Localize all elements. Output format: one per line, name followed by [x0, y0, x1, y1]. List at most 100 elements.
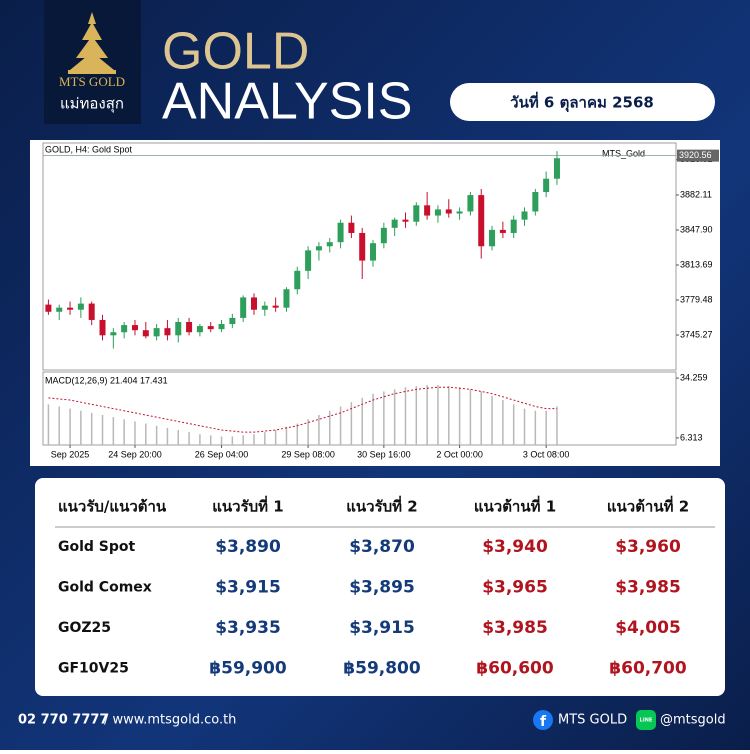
x-tick-label: 26 Sep 04:00: [195, 449, 249, 459]
candle-body: [445, 209, 452, 214]
x-tick-label: Sep 2025: [51, 449, 90, 459]
price-cell: $4,005: [615, 618, 681, 638]
chart-title: GOLD, H4: Gold Spot: [45, 144, 133, 154]
website: / www.mtsgold.co.th: [104, 713, 236, 728]
candle-body: [478, 195, 485, 247]
candle-body: [272, 305, 279, 308]
row-label: GOZ25: [58, 620, 111, 636]
candle-body: [99, 319, 106, 336]
title-gold: GOLD: [162, 23, 309, 81]
macd-y-tick-label: 34.259: [680, 372, 708, 382]
date: วันที่ 6 ตุลาคม 2568: [510, 92, 654, 113]
candle-body: [467, 195, 474, 212]
price-cell: ฿60,700: [609, 659, 687, 679]
candle-body: [283, 289, 290, 308]
price-cell: ฿59,900: [209, 659, 287, 679]
price-cell: $3,915: [215, 578, 281, 598]
candle-body: [456, 211, 463, 214]
title-analysis: ANALYSIS: [162, 73, 412, 131]
candle-body: [45, 304, 52, 312]
candle-body: [532, 192, 539, 212]
row-label: Gold Comex: [58, 580, 152, 596]
candle-body: [543, 178, 550, 193]
price-cell: $3,870: [349, 537, 415, 557]
macd-y-tick-label: 6.313: [680, 432, 703, 442]
candle-body: [121, 325, 128, 333]
facebook-icon: [533, 710, 553, 730]
price-cell: ฿60,600: [476, 659, 554, 679]
column-header: แนวต้านที่ 1: [474, 496, 556, 516]
candle-body: [77, 303, 84, 310]
price-cell: $3,985: [615, 578, 681, 598]
candle-body: [153, 328, 160, 337]
indicator-label: MTS_Gold: [602, 148, 645, 158]
candle-body: [359, 232, 366, 261]
row-label: GF10V25: [58, 661, 129, 677]
phone: 02 770 7777: [18, 713, 108, 728]
candle-body: [370, 243, 377, 261]
column-header: แนวต้านที่ 2: [607, 496, 689, 516]
logo-emblem: [68, 12, 116, 74]
x-tick-label: 3 Oct 08:00: [523, 449, 570, 459]
facebook-name: MTS GOLD: [558, 713, 627, 728]
table-box: [35, 478, 725, 696]
candle-body: [142, 330, 149, 337]
candle-body: [424, 205, 431, 216]
row-label: Gold Spot: [58, 539, 136, 555]
x-tick-label: 29 Sep 08:00: [281, 449, 335, 459]
candle-body: [391, 219, 398, 228]
line-icon-text: LINE: [640, 718, 653, 724]
candle-body: [305, 250, 312, 271]
price-cell: $3,960: [615, 537, 681, 557]
price-cell: $3,895: [349, 578, 415, 598]
column-header: แนวรับ/แนวต้าน: [58, 498, 167, 516]
candle-body: [402, 219, 409, 222]
candle-body: [131, 325, 138, 331]
candle-body: [186, 322, 193, 333]
candle-body: [348, 222, 355, 233]
candle-body: [240, 297, 247, 318]
candle-body: [553, 158, 560, 179]
date-pill: [450, 83, 715, 121]
candle-body: [88, 303, 95, 320]
price-cell: $3,935: [215, 618, 281, 638]
y-tick-label: 3847.90: [680, 224, 713, 234]
candle-body: [337, 222, 344, 243]
facebook-f: f: [540, 714, 547, 730]
candle-body: [196, 326, 203, 333]
price-cell: $3,940: [482, 537, 548, 557]
candle-body: [510, 219, 517, 233]
y-tick-label: 3813.69: [680, 259, 713, 269]
candle-body: [380, 227, 387, 244]
price-cell: ฿59,800: [343, 659, 421, 679]
candle-body: [413, 205, 420, 222]
candle-body: [67, 307, 74, 310]
table: แนวรับ/แนวต้าน แนวรับที่ 1 แนวรับที่ 2 แนวต…: [58, 496, 689, 679]
price-cell: $3,985: [482, 618, 548, 638]
line-icon: [636, 710, 656, 730]
logo-thai: แม่ทองสุก: [60, 95, 124, 114]
last-price-box: [677, 149, 719, 162]
price-cell: $3,915: [349, 618, 415, 638]
candle-body: [56, 307, 63, 312]
macd-signal: [48, 386, 557, 433]
y-tick-label: 3779.48: [680, 294, 713, 304]
x-tick-label: 24 Sep 20:00: [108, 449, 162, 459]
candle-body: [489, 229, 496, 247]
price-cell: $3,965: [482, 578, 548, 598]
chart-box: [30, 140, 720, 466]
candle-body: [315, 246, 322, 251]
column-header: แนวรับที่ 1: [212, 496, 283, 516]
candle-body: [294, 270, 301, 290]
chart: GOLD, H4: Gold Spot MTS_Gold MACD(12,26,…: [42, 142, 719, 459]
candle-body: [499, 229, 506, 233]
candle-body: [218, 324, 225, 330]
y-tick-label: 3882.11: [680, 189, 712, 199]
line-id: @mtsgold: [660, 713, 726, 728]
candle-body: [207, 326, 214, 330]
candle-body: [229, 317, 236, 325]
column-header: แนวรับที่ 2: [346, 496, 417, 516]
price-frame: [42, 142, 677, 371]
x-tick-label: 30 Sep 16:00: [357, 449, 411, 459]
